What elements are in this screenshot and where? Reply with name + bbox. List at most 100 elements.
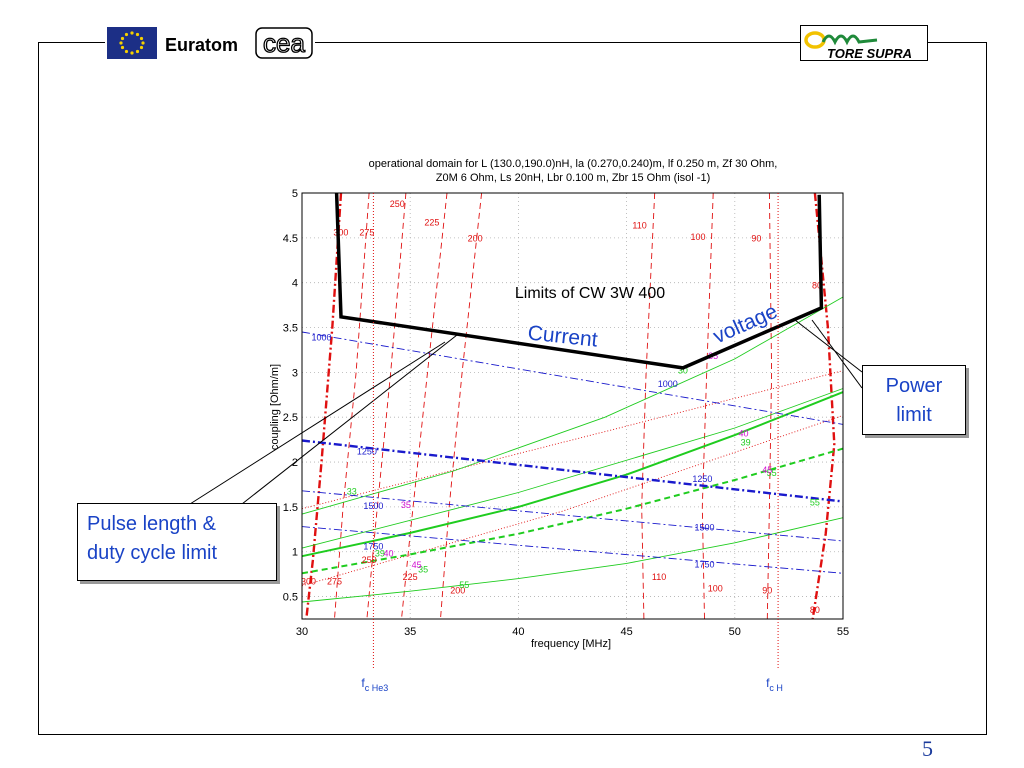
red-contour-label: 300 xyxy=(333,227,348,237)
green-contour-label: 30 xyxy=(678,366,688,376)
green-contour-label: 39 xyxy=(741,437,751,447)
green-contour-extra xyxy=(301,388,844,549)
y-tick-label: 1.5 xyxy=(283,502,298,514)
y-tick-label: 1 xyxy=(292,547,298,559)
red-contour-label: 110 xyxy=(652,572,666,582)
cyclotron-frequency-label: fc He3 xyxy=(361,676,388,693)
power-limit-callout: Power limit xyxy=(862,365,966,435)
green-contour-33 xyxy=(301,296,844,515)
red-contour-label: 300 xyxy=(301,576,316,586)
red-contour-label: 250 xyxy=(390,199,405,209)
red-contour-200 xyxy=(440,192,483,620)
cea-logo-icon: cea xyxy=(255,27,313,64)
chart-title-line1: operational domain for L (130.0,190.0)nH… xyxy=(369,158,778,170)
red-contour-label: 200 xyxy=(468,234,483,244)
green-contour-label: 55 xyxy=(767,468,777,478)
blue-contour-label: 1250 xyxy=(357,446,377,456)
red-contour-label: 100 xyxy=(708,584,723,594)
red-contour-label: 225 xyxy=(403,572,418,582)
blue-contour-label: 1750 xyxy=(694,559,714,569)
slide-frame xyxy=(38,42,987,735)
pulse-callout-line2: duty cycle limit xyxy=(87,542,218,564)
cyclotron-frequency-subscript: c H xyxy=(769,683,783,693)
y-axis-label: coupling [Ohm/m] xyxy=(269,364,281,450)
red-contour-label: 250 xyxy=(362,555,377,565)
power-callout-line2: limit xyxy=(896,404,932,426)
red-contour-110 xyxy=(641,192,656,620)
blue-contour-label: 1000 xyxy=(311,332,331,342)
red-contour-label: 225 xyxy=(424,218,439,228)
x-tick-label: 45 xyxy=(620,626,632,638)
plot-background xyxy=(302,193,843,619)
tore-supra-icon xyxy=(804,31,878,49)
red-contour-300 xyxy=(305,192,343,620)
pulse-length-callout: Pulse length & duty cycle limit xyxy=(77,503,277,581)
annotation-limits: Limits of CW 3W 400 xyxy=(515,285,665,302)
tore-supra-label: TORE SUPRA xyxy=(827,46,912,61)
pulse-callout-line1: Pulse length & xyxy=(87,513,216,535)
y-tick-label: 5 xyxy=(292,188,298,200)
y-tick-label: 3 xyxy=(292,367,298,379)
svg-text:cea: cea xyxy=(263,28,305,58)
red-contour-275 xyxy=(334,192,370,620)
y-tick-label: 0.5 xyxy=(283,592,298,604)
magenta-contour-label: 40 xyxy=(384,549,394,559)
green-contour-39 xyxy=(301,391,844,558)
power-callout-line1: Power xyxy=(885,375,943,397)
blue-contour-1500 xyxy=(301,490,844,542)
red-contour-100 xyxy=(701,192,714,620)
x-tick-label: 40 xyxy=(512,626,524,638)
y-tick-label: 4.5 xyxy=(283,233,298,245)
y-tick-label: 3.5 xyxy=(283,323,298,335)
red-contour-label: 110 xyxy=(632,220,646,230)
y-tick-label: 4 xyxy=(292,278,298,290)
magenta-contour-label: 45 xyxy=(412,560,422,570)
x-tick-label: 30 xyxy=(296,626,308,638)
x-tick-label: 50 xyxy=(729,626,741,638)
blue-contour-label: 1500 xyxy=(694,523,714,533)
green-contour-label: 33 xyxy=(347,487,357,497)
red-contour-label: 275 xyxy=(327,576,342,586)
red-contour-label: 200 xyxy=(450,585,465,595)
tore-supra-logo: TORE SUPRA xyxy=(800,25,928,61)
blue-contour-label: 1250 xyxy=(692,474,712,484)
blue-contour-1250 xyxy=(301,439,844,503)
red-dotted-curve xyxy=(301,370,844,510)
y-tick-label: 2.5 xyxy=(283,412,298,424)
blue-contour-label: 1750 xyxy=(363,541,383,551)
operating-limit-boundary xyxy=(334,192,824,370)
chart-title-line2: Z0M 6 Ohm, Ls 20nH, Lbr 0.100 m, Zbr 15 … xyxy=(436,172,710,184)
eu-flag-icon xyxy=(107,27,157,59)
y-tick-label: 2 xyxy=(292,457,298,469)
magenta-contour-label: 35 xyxy=(401,500,411,510)
red-contour-label: 80 xyxy=(812,280,822,290)
blue-contour-label: 1000 xyxy=(658,379,678,389)
red-contour-80 xyxy=(811,192,836,620)
euratom-label: Euratom xyxy=(165,35,239,55)
red-contour-250 xyxy=(366,192,407,620)
red-dotted-curve xyxy=(301,414,844,587)
plot-axes-box xyxy=(301,192,844,620)
cyclotron-frequency-label: fc H xyxy=(766,676,783,693)
x-tick-label: 35 xyxy=(404,626,416,638)
page-number: 5 xyxy=(922,736,933,761)
green-contour-55 xyxy=(301,517,844,603)
blue-contour-1000 xyxy=(301,331,844,425)
callout-pointer-lines xyxy=(189,319,863,505)
red-contour-label: 100 xyxy=(690,232,705,242)
cyclotron-frequency-subscript: c He3 xyxy=(365,683,389,693)
red-contour-label: 275 xyxy=(359,227,374,237)
x-axis-label: frequency [MHz] xyxy=(531,638,611,650)
green-contour-label: 55 xyxy=(459,580,469,590)
red-contour-label: 90 xyxy=(751,234,761,244)
red-contour-label: 80 xyxy=(810,605,820,615)
blue-contour-1750 xyxy=(301,526,844,574)
magenta-contour-label: 40 xyxy=(738,428,748,438)
green-contour-label: 35 xyxy=(418,565,428,575)
red-contour-label: 90 xyxy=(762,585,772,595)
green-contour-45 xyxy=(301,447,844,575)
green-contour-label: 55 xyxy=(810,497,820,507)
green-contour-label: 39 xyxy=(375,549,385,559)
euratom-logo: Euratom cea xyxy=(105,25,315,61)
